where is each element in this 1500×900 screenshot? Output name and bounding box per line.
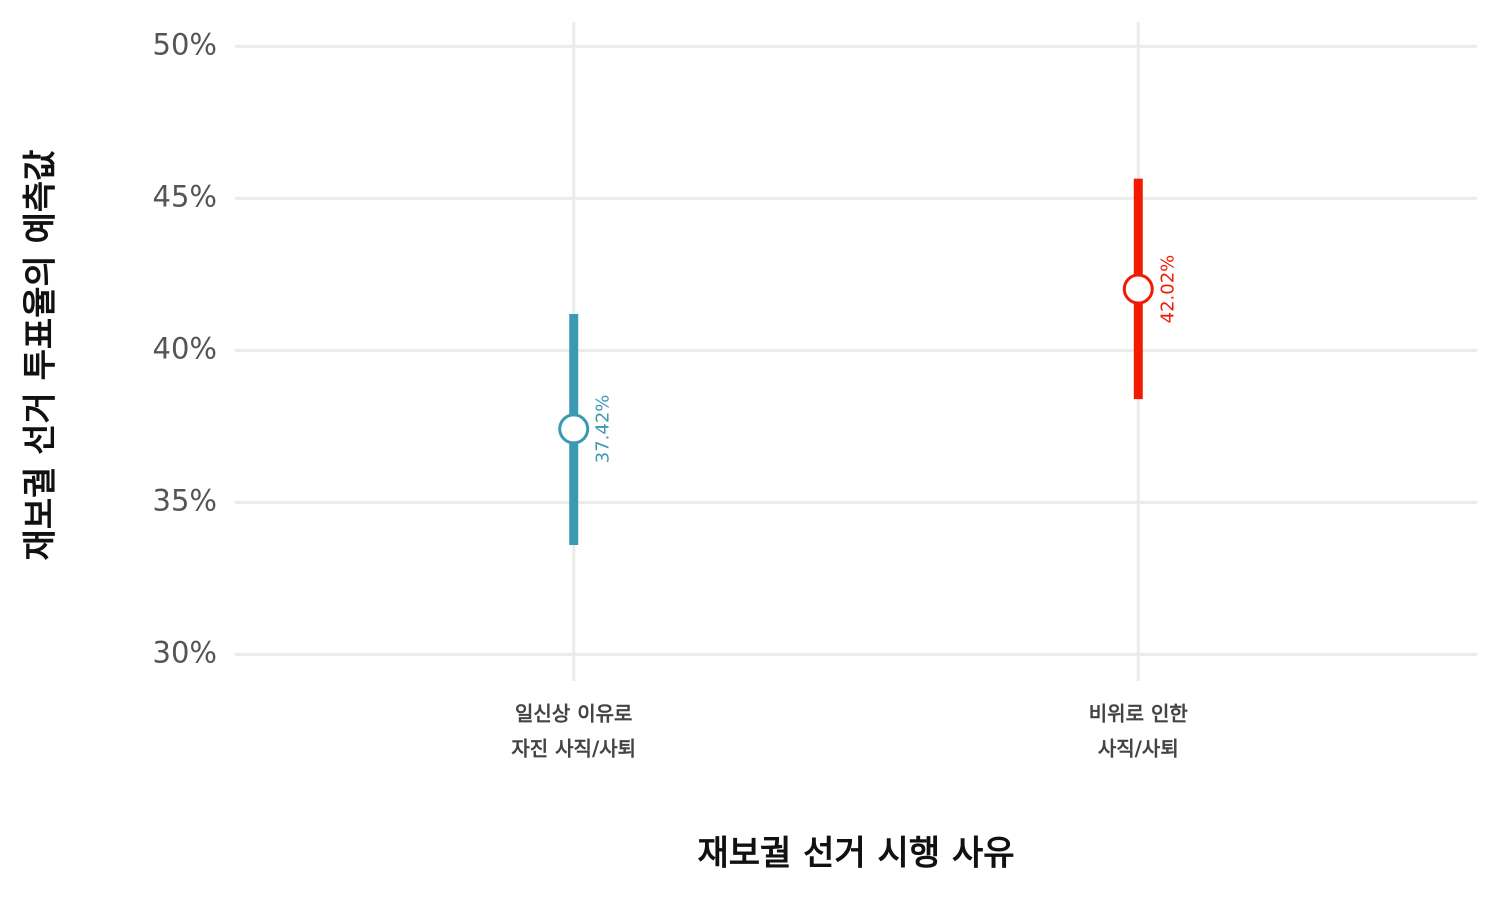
value-label: 42.02% — [1157, 255, 1178, 324]
y-tick-label: 40% — [153, 331, 217, 365]
x-tick-label: 자진 사직/사퇴 — [511, 737, 636, 761]
point — [558, 413, 590, 445]
y-tick-label: 30% — [153, 636, 217, 670]
y-tick-label: 35% — [153, 483, 217, 517]
x-axis-title: 재보궐 선거 시행 사유 — [697, 834, 1014, 874]
x-tick-label: 사직/사퇴 — [1098, 737, 1179, 761]
x-tick-label: 비위로 인한 — [1089, 702, 1189, 726]
point — [1122, 273, 1154, 305]
value-label: 37.42% — [593, 395, 614, 464]
y-tick-label: 45% — [153, 179, 217, 213]
y-tick-label: 50% — [153, 27, 217, 61]
x-tick-label: 일신상 이유로 — [515, 702, 632, 726]
y-axis-title: 재보궐 선거 투표율의 예측값 — [21, 150, 61, 561]
